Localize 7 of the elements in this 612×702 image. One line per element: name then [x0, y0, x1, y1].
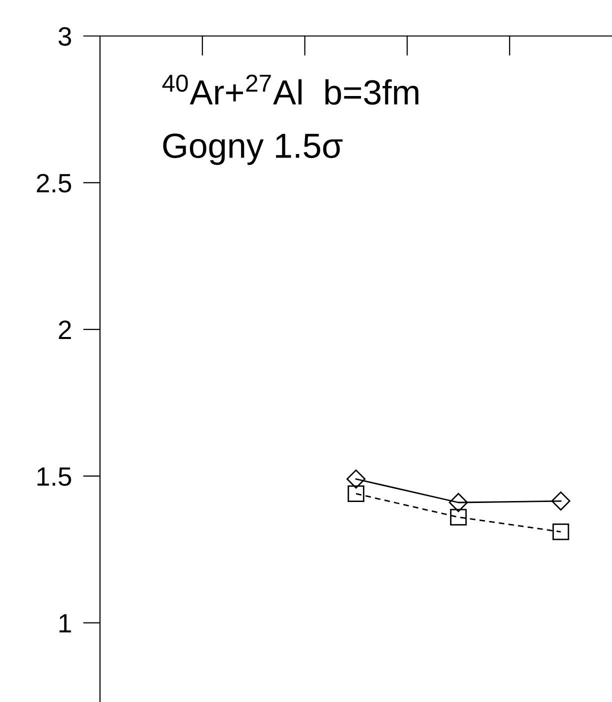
annotation: $^{40}$Ar+$^{27}$Al b=3fm: [162, 74, 418, 105]
y-tick-label: 1.5: [38, 467, 72, 486]
annotation: Gogny 1.5σ: [163, 133, 343, 165]
y-tick-label: 3: [58, 27, 72, 46]
y-tick-label: 2: [58, 320, 71, 339]
y-tick-label: 2.5: [36, 174, 72, 193]
y-tick-label: 1: [60, 614, 71, 632]
